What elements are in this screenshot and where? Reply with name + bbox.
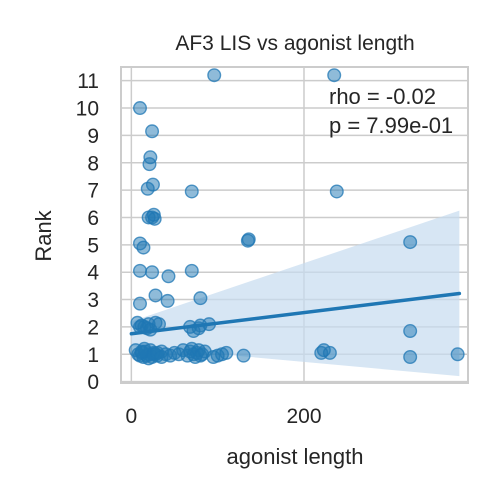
y-tick-label: 10 [76, 98, 99, 121]
regression-line [129, 291, 462, 336]
y-tick-label: 0 [87, 371, 99, 394]
data-point [403, 324, 418, 339]
rho-annotation: rho = -0.02 [329, 84, 436, 109]
x-axis-label: agonist length [227, 444, 364, 469]
y-tick-label: 1 [87, 344, 99, 367]
y-tick-label: 2 [87, 316, 99, 339]
y-ticks: 0 1 2 3 4 5 6 7 8 9 10 11 [76, 70, 100, 394]
data-point [219, 345, 234, 360]
data-point [316, 343, 331, 358]
data-point [136, 240, 151, 255]
data-point [184, 184, 199, 199]
data-point [207, 68, 222, 83]
data-point [161, 269, 176, 284]
data-point [450, 347, 465, 362]
y-tick-label: 11 [77, 70, 99, 93]
plot-frame [120, 66, 469, 384]
data-point [147, 211, 162, 226]
y-tick-label: 3 [87, 289, 99, 312]
data-point [134, 344, 149, 359]
data-point [132, 263, 147, 278]
data-point [403, 235, 418, 250]
data-point [154, 350, 169, 365]
ci-band [131, 210, 460, 377]
y-tick-label: 6 [87, 207, 99, 230]
data-point [160, 293, 175, 308]
data-point [145, 265, 160, 280]
data-point [193, 291, 208, 306]
data-point [145, 124, 160, 139]
y-tick-label: 8 [87, 152, 99, 175]
y-tick-label: 9 [87, 125, 99, 148]
y-tick-label: 4 [87, 262, 99, 285]
data-point [327, 68, 342, 83]
p-annotation: p = 7.99e-01 [329, 113, 453, 138]
data-point [236, 348, 251, 363]
data-point [403, 350, 418, 365]
chart-title: AF3 LIS vs agonist length [175, 32, 414, 55]
data-point [132, 296, 147, 311]
confidence-band [131, 210, 460, 377]
y-tick-label: 7 [87, 180, 99, 203]
x-tick-label: 200 [286, 405, 321, 428]
data-point [145, 177, 160, 192]
x-tick-label: 0 [126, 405, 138, 428]
y-axis-label: Rank [31, 209, 56, 261]
data-point [329, 184, 344, 199]
data-point [132, 101, 147, 116]
data-point [148, 288, 163, 303]
data-point [142, 157, 157, 172]
x-ticks: 0 200 [126, 405, 322, 428]
data-point [240, 233, 255, 248]
fit-line [129, 291, 462, 336]
y-tick-label: 5 [87, 234, 99, 257]
data-point [184, 263, 199, 278]
